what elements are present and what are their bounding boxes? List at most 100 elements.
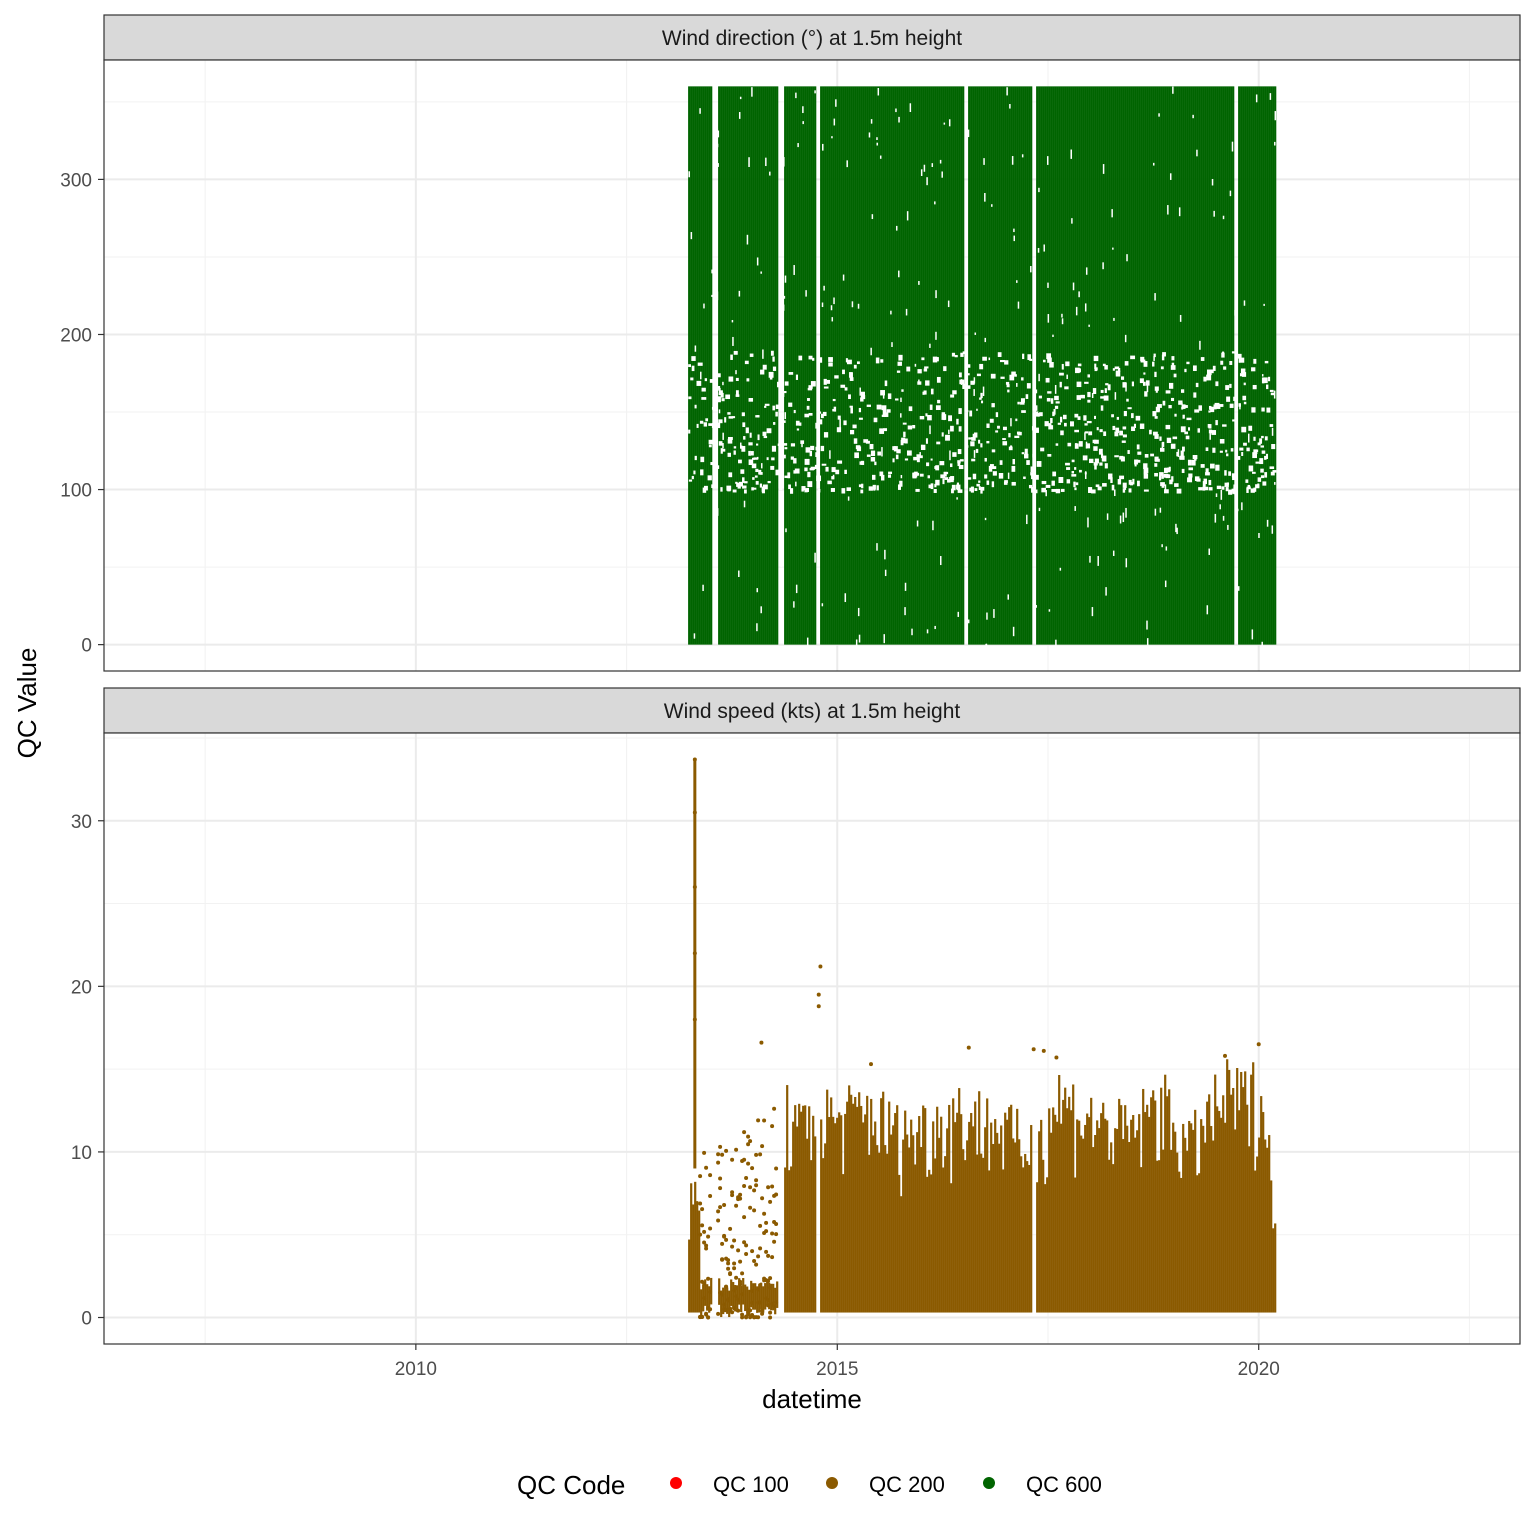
- data-gap-speckle: [934, 357, 939, 362]
- data-gap-speckle: [1032, 601, 1035, 610]
- data-gap-speckle: [1198, 405, 1202, 411]
- data-gap-speckle: [1273, 390, 1276, 399]
- data-gap-speckle: [983, 158, 985, 165]
- data-gap-speckle: [934, 201, 936, 205]
- data-gap-speckle: [918, 281, 920, 285]
- data-gap-speckle: [1022, 353, 1025, 360]
- data-gap-speckle: [1021, 154, 1024, 158]
- data-point: [724, 1237, 729, 1242]
- data-gap-speckle: [1004, 360, 1009, 365]
- data-point-column: [770, 1283, 773, 1311]
- data-gap-speckle: [708, 444, 712, 448]
- data-gap-speckle: [717, 163, 719, 167]
- data-gap-speckle: [1182, 446, 1185, 452]
- data-point-column: [960, 86, 963, 645]
- data-gap-speckle: [773, 422, 776, 425]
- data-gap-speckle: [801, 486, 806, 491]
- data-point-column: [1008, 1107, 1011, 1313]
- data-gap-speckle: [1012, 372, 1015, 375]
- data-gap-speckle: [1197, 428, 1200, 433]
- data-point: [736, 1308, 741, 1313]
- data-gap-speckle: [732, 336, 734, 346]
- data-point-column: [886, 1153, 889, 1313]
- data-gap-speckle: [929, 404, 933, 410]
- data-gap-speckle: [1232, 419, 1237, 422]
- data-point: [756, 1315, 761, 1320]
- data-point-column: [1064, 86, 1067, 645]
- data-gap-speckle: [1170, 443, 1176, 449]
- data-gap-speckle: [688, 396, 692, 400]
- data-point-column: [830, 1097, 833, 1313]
- data-gap-speckle: [980, 392, 983, 399]
- data-gap-speckle: [688, 364, 691, 368]
- data-gap-speckle: [1055, 488, 1061, 494]
- data-point-column: [1244, 1071, 1247, 1313]
- data-gap-speckle: [1071, 470, 1075, 474]
- data-gap-speckle: [912, 425, 916, 429]
- data-gap-speckle: [757, 434, 760, 441]
- data-gap-speckle: [716, 386, 721, 389]
- data-point-column: [858, 1092, 861, 1313]
- data-gap-speckle: [958, 426, 962, 432]
- data-point-column: [1220, 86, 1223, 645]
- data-point-outlier: [816, 1004, 821, 1009]
- data-gap-speckle: [1274, 111, 1277, 121]
- data-gap-speckle: [826, 379, 830, 384]
- data-gap-speckle: [1117, 367, 1121, 372]
- data-gap-speckle: [1074, 413, 1079, 418]
- data-point-column: [1250, 1074, 1253, 1313]
- data-gap-speckle: [1026, 460, 1030, 465]
- data-point-column: [1108, 86, 1111, 645]
- data-point-column: [756, 1286, 759, 1313]
- data-point-column: [1152, 1090, 1155, 1313]
- data-gap-speckle: [1006, 384, 1010, 388]
- data-gap-speckle: [990, 373, 996, 379]
- data-point-column: [1086, 86, 1089, 645]
- data-point-column: [1248, 86, 1251, 645]
- data-gap-speckle: [1255, 94, 1258, 103]
- data-gap-speckle: [1115, 427, 1120, 432]
- data-point-column: [1062, 1099, 1065, 1313]
- data-gap-speckle: [1074, 487, 1077, 491]
- data-gap-speckle: [918, 379, 920, 384]
- data-gap-speckle: [1251, 367, 1256, 372]
- data-gap-speckle: [1207, 369, 1212, 376]
- data-gap-speckle: [697, 362, 703, 366]
- data-point-column: [1234, 1129, 1237, 1313]
- data-gap-speckle: [804, 467, 808, 472]
- data-gap-speckle: [1271, 444, 1276, 450]
- data-gap-speckle: [1041, 480, 1047, 485]
- data-point-column: [1002, 86, 1005, 645]
- data-gap-speckle: [900, 474, 903, 479]
- data-point-column: [1134, 86, 1137, 645]
- data-gap-speckle: [1146, 638, 1149, 646]
- data-point-column: [934, 1158, 937, 1313]
- data-gap-speckle: [807, 481, 813, 488]
- data-point-column: [912, 86, 915, 645]
- data-gap-speckle: [936, 441, 941, 445]
- data-gap-speckle: [1116, 416, 1120, 420]
- data-point-column: [1128, 1142, 1131, 1313]
- data-point-column: [1148, 1116, 1151, 1313]
- data-gap-speckle: [1024, 448, 1028, 455]
- data-gap-speckle: [1238, 355, 1241, 363]
- data-point-column: [1172, 1122, 1175, 1313]
- data-gap-speckle: [1234, 270, 1237, 279]
- data-gap-speckle: [816, 106, 819, 115]
- data-gap-speckle: [1229, 403, 1234, 408]
- data-point-column: [878, 86, 881, 645]
- data-point-column: [924, 1108, 927, 1313]
- data-point-column: [1214, 86, 1217, 645]
- data-gap-speckle: [1114, 431, 1119, 437]
- data-gap-speckle: [1263, 377, 1268, 384]
- data-point: [758, 1300, 763, 1305]
- data-gap-speckle: [842, 274, 845, 281]
- data-gap-speckle: [968, 437, 973, 440]
- data-point-column: [798, 1103, 801, 1313]
- data-point: [720, 1292, 725, 1297]
- data-gap-speckle: [1054, 395, 1059, 401]
- data-point: [742, 1240, 747, 1245]
- data-gap-speckle: [742, 485, 747, 489]
- data-gap-speckle: [1153, 356, 1155, 361]
- data-point-column: [768, 86, 771, 645]
